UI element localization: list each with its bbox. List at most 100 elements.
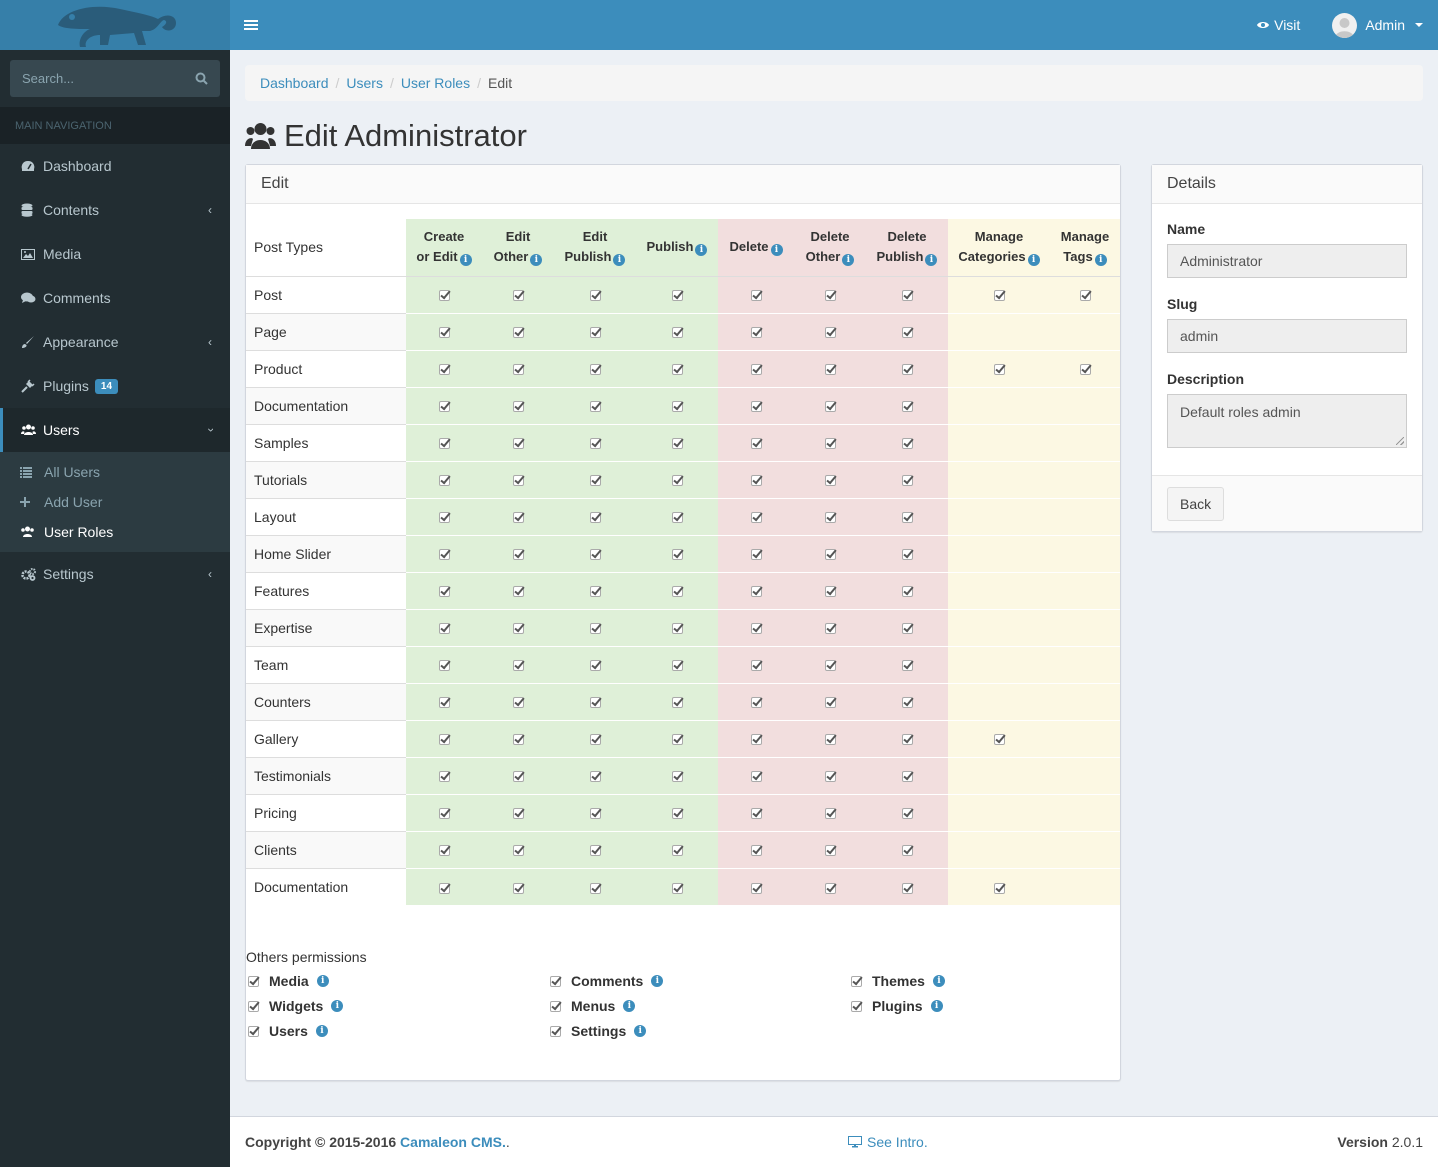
permission-checkbox[interactable] bbox=[438, 512, 450, 524]
permission-checkbox[interactable] bbox=[438, 475, 450, 487]
logo[interactable] bbox=[0, 0, 230, 50]
permission-checkbox[interactable] bbox=[901, 512, 913, 524]
permission-checkbox[interactable] bbox=[750, 771, 762, 783]
subnav-item-user-roles[interactable]: User Roles bbox=[0, 517, 230, 547]
info-icon[interactable]: i bbox=[623, 1000, 636, 1012]
permission-checkbox[interactable] bbox=[750, 438, 762, 450]
permission-checkbox[interactable] bbox=[671, 882, 683, 894]
permission-checkbox[interactable] bbox=[438, 438, 450, 450]
permission-checkbox[interactable] bbox=[671, 364, 683, 376]
permission-checkbox[interactable] bbox=[512, 697, 524, 709]
permission-checkbox[interactable] bbox=[671, 438, 683, 450]
permission-checkbox[interactable] bbox=[589, 364, 601, 376]
permission-checkbox[interactable] bbox=[671, 660, 683, 672]
permission-checkbox[interactable] bbox=[671, 734, 683, 746]
info-icon[interactable]: i bbox=[316, 975, 329, 987]
permission-checkbox[interactable] bbox=[589, 290, 601, 302]
permission-checkbox[interactable] bbox=[589, 882, 601, 894]
permission-checkbox[interactable] bbox=[512, 512, 524, 524]
sidebar-item-users[interactable]: Users ‹ bbox=[0, 408, 230, 452]
permission-checkbox[interactable] bbox=[589, 327, 601, 339]
info-icon[interactable]: i bbox=[695, 244, 708, 257]
permission-checkbox[interactable] bbox=[750, 660, 762, 672]
permission-checkbox[interactable] bbox=[901, 697, 913, 709]
permission-checkbox[interactable] bbox=[512, 586, 524, 598]
info-icon[interactable]: i bbox=[842, 254, 855, 267]
permission-checkbox[interactable] bbox=[851, 975, 862, 987]
permission-checkbox[interactable] bbox=[1079, 364, 1091, 376]
permission-checkbox[interactable] bbox=[512, 438, 524, 450]
permission-checkbox[interactable] bbox=[589, 660, 601, 672]
permission-checkbox[interactable] bbox=[589, 549, 601, 561]
permission-checkbox[interactable] bbox=[671, 475, 683, 487]
permission-checkbox[interactable] bbox=[750, 586, 762, 598]
permission-checkbox[interactable] bbox=[671, 549, 683, 561]
permission-checkbox[interactable] bbox=[750, 475, 762, 487]
sidebar-item-media[interactable]: Media bbox=[0, 232, 230, 276]
sidebar-item-plugins[interactable]: Plugins 14 bbox=[0, 364, 230, 408]
permission-checkbox[interactable] bbox=[750, 697, 762, 709]
resize-grip-icon[interactable] bbox=[1396, 437, 1404, 445]
name-field[interactable]: Administrator bbox=[1167, 244, 1407, 278]
permission-checkbox[interactable] bbox=[438, 586, 450, 598]
permission-checkbox[interactable] bbox=[512, 808, 524, 820]
permission-checkbox[interactable] bbox=[901, 549, 913, 561]
sidebar-item-settings[interactable]: Settings ‹ bbox=[0, 552, 230, 596]
info-icon[interactable]: i bbox=[315, 1025, 328, 1037]
info-icon[interactable]: i bbox=[331, 1000, 344, 1012]
subnav-item-add-user[interactable]: Add User bbox=[0, 487, 230, 517]
permission-checkbox[interactable] bbox=[901, 438, 913, 450]
permission-checkbox[interactable] bbox=[750, 401, 762, 413]
permission-checkbox[interactable] bbox=[589, 771, 601, 783]
permission-checkbox[interactable] bbox=[671, 623, 683, 635]
permission-checkbox[interactable] bbox=[901, 882, 913, 894]
permission-checkbox[interactable] bbox=[248, 1000, 259, 1012]
permission-checkbox[interactable] bbox=[438, 771, 450, 783]
permission-checkbox[interactable] bbox=[438, 734, 450, 746]
permission-checkbox[interactable] bbox=[824, 623, 836, 635]
permission-checkbox[interactable] bbox=[671, 808, 683, 820]
permission-checkbox[interactable] bbox=[512, 734, 524, 746]
permission-checkbox[interactable] bbox=[824, 845, 836, 857]
permission-checkbox[interactable] bbox=[671, 845, 683, 857]
info-icon[interactable]: i bbox=[930, 1000, 943, 1012]
permission-checkbox[interactable] bbox=[438, 845, 450, 857]
permission-checkbox[interactable] bbox=[750, 290, 762, 302]
permission-checkbox[interactable] bbox=[901, 475, 913, 487]
permission-checkbox[interactable] bbox=[550, 1025, 561, 1037]
permission-checkbox[interactable] bbox=[851, 1000, 862, 1012]
permission-checkbox[interactable] bbox=[750, 623, 762, 635]
permission-checkbox[interactable] bbox=[901, 586, 913, 598]
permission-checkbox[interactable] bbox=[512, 771, 524, 783]
back-button[interactable]: Back bbox=[1167, 486, 1225, 521]
permission-checkbox[interactable] bbox=[512, 845, 524, 857]
permission-checkbox[interactable] bbox=[993, 734, 1005, 746]
permission-checkbox[interactable] bbox=[248, 975, 259, 987]
permission-checkbox[interactable] bbox=[438, 549, 450, 561]
permission-checkbox[interactable] bbox=[550, 975, 561, 987]
permission-checkbox[interactable] bbox=[824, 327, 836, 339]
permission-checkbox[interactable] bbox=[438, 401, 450, 413]
subnav-item-all-users[interactable]: All Users bbox=[0, 457, 230, 487]
permission-checkbox[interactable] bbox=[671, 586, 683, 598]
permission-checkbox[interactable] bbox=[824, 882, 836, 894]
info-icon[interactable]: i bbox=[770, 244, 783, 257]
sidebar-item-contents[interactable]: Contents ‹ bbox=[0, 188, 230, 232]
info-icon[interactable]: i bbox=[634, 1025, 647, 1037]
permission-checkbox[interactable] bbox=[901, 623, 913, 635]
permission-checkbox[interactable] bbox=[901, 364, 913, 376]
permission-checkbox[interactable] bbox=[824, 512, 836, 524]
permission-checkbox[interactable] bbox=[901, 327, 913, 339]
permission-checkbox[interactable] bbox=[248, 1025, 259, 1037]
permission-checkbox[interactable] bbox=[589, 697, 601, 709]
sidebar-item-dashboard[interactable]: Dashboard bbox=[0, 144, 230, 188]
permission-checkbox[interactable] bbox=[671, 697, 683, 709]
permission-checkbox[interactable] bbox=[589, 845, 601, 857]
permission-checkbox[interactable] bbox=[824, 549, 836, 561]
permission-checkbox[interactable] bbox=[438, 364, 450, 376]
permission-checkbox[interactable] bbox=[901, 401, 913, 413]
permission-checkbox[interactable] bbox=[824, 808, 836, 820]
permission-checkbox[interactable] bbox=[901, 808, 913, 820]
permission-checkbox[interactable] bbox=[589, 475, 601, 487]
permission-checkbox[interactable] bbox=[589, 512, 601, 524]
